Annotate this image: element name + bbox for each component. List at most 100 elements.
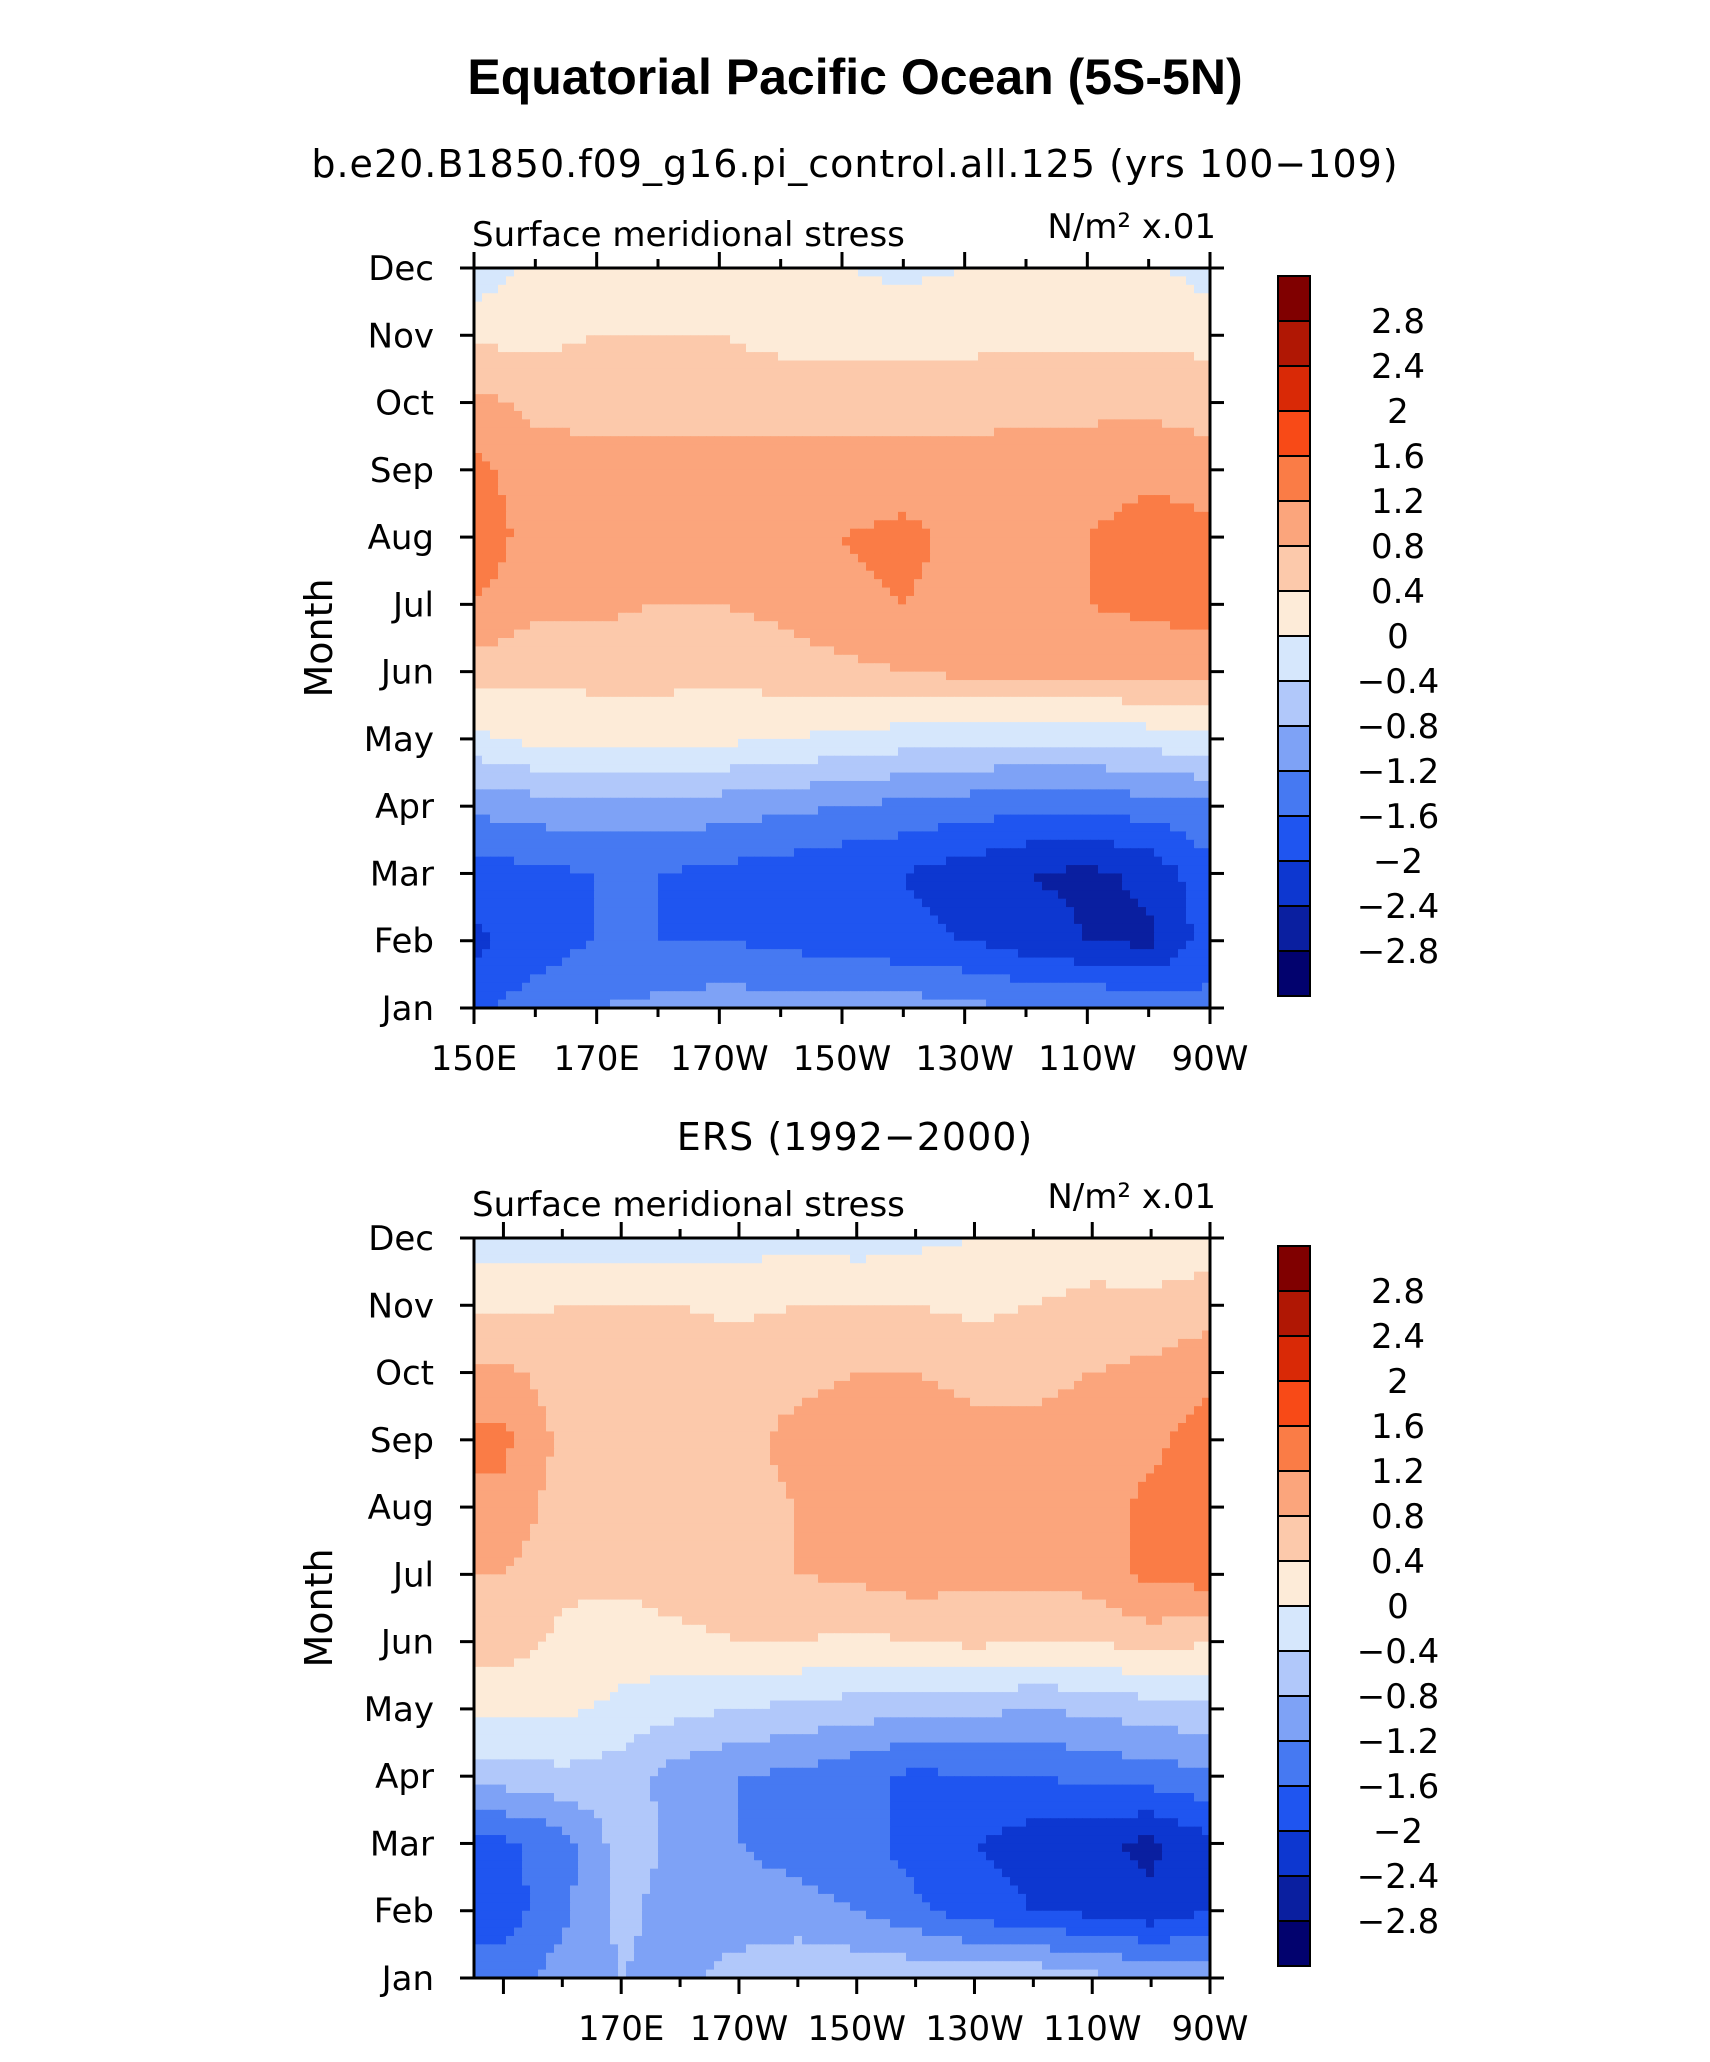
contour-cell xyxy=(1154,562,1163,572)
contour-cell xyxy=(618,368,627,378)
contour-cell xyxy=(738,368,747,378)
contour-cell xyxy=(1170,469,1179,479)
contour-cell xyxy=(914,621,923,631)
contour-cell xyxy=(586,377,595,387)
contour-cell xyxy=(794,293,803,303)
contour-cell xyxy=(706,705,715,715)
contour-cell xyxy=(650,419,659,429)
contour-cell xyxy=(938,352,947,362)
contour-cell xyxy=(754,394,763,404)
contour-cell xyxy=(650,394,659,404)
contour-cell xyxy=(1058,495,1067,505)
contour-cell xyxy=(1202,486,1211,496)
contour-cell xyxy=(474,638,483,648)
contour-cell xyxy=(1194,528,1203,538)
contour-cell xyxy=(730,511,739,521)
contour-cell xyxy=(1138,713,1147,723)
contour-cell xyxy=(970,646,979,656)
contour-cell xyxy=(1146,461,1155,471)
contour-cell xyxy=(1170,579,1179,589)
contour-cell xyxy=(514,444,523,454)
contour-cell xyxy=(946,621,955,631)
contour-cell xyxy=(802,503,811,513)
contour-cell xyxy=(1162,579,1171,589)
contour-cell xyxy=(818,318,827,328)
contour-cell xyxy=(914,595,923,605)
contour-cell xyxy=(1042,310,1051,320)
contour-cell xyxy=(1138,595,1147,605)
contour-cell xyxy=(498,587,507,597)
contour-cell xyxy=(658,335,667,345)
contour-cell xyxy=(730,427,739,437)
contour-cell xyxy=(1042,326,1051,336)
contour-cell xyxy=(530,419,539,429)
contour-cell xyxy=(994,688,1003,698)
contour-cell xyxy=(1106,688,1115,698)
contour-cell xyxy=(906,478,915,488)
contour-cell xyxy=(738,326,747,336)
contour-cell xyxy=(610,587,619,597)
contour-cell xyxy=(746,579,755,589)
contour-cell xyxy=(1074,444,1083,454)
contour-cell xyxy=(602,545,611,555)
contour-cell xyxy=(794,301,803,311)
contour-cell xyxy=(1178,402,1187,412)
contour-cell xyxy=(1082,335,1091,345)
contour-cell xyxy=(1146,696,1155,706)
contour-cell xyxy=(810,646,819,656)
contour-cell xyxy=(914,478,923,488)
contour-cell xyxy=(570,713,579,723)
contour-cell xyxy=(610,352,619,362)
contour-cell xyxy=(986,713,995,723)
contour-cell xyxy=(818,385,827,395)
contour-cell xyxy=(1026,579,1035,589)
contour-cell xyxy=(778,461,787,471)
contour-cell xyxy=(746,385,755,395)
contour-cell xyxy=(954,284,963,294)
contour-cell xyxy=(1194,410,1203,420)
contour-cell xyxy=(794,276,803,286)
contour-cell xyxy=(682,486,691,496)
contour-cell xyxy=(618,410,627,420)
contour-cell xyxy=(1050,427,1059,437)
contour-cell xyxy=(1002,604,1011,614)
contour-cell xyxy=(498,545,507,555)
contour-cell xyxy=(1050,402,1059,412)
contour-cell xyxy=(754,343,763,353)
contour-cell xyxy=(1066,511,1075,521)
contour-cell xyxy=(1034,360,1043,370)
contour-cell xyxy=(794,478,803,488)
contour-cell xyxy=(1122,595,1131,605)
contour-cell xyxy=(1186,385,1195,395)
contour-cell xyxy=(954,377,963,387)
contour-cell xyxy=(746,520,755,530)
contour-cell xyxy=(890,268,899,278)
contour-cell xyxy=(562,705,571,715)
contour-cell xyxy=(634,646,643,656)
contour-cell xyxy=(1202,368,1211,378)
contour-cell xyxy=(858,579,867,589)
contour-cell xyxy=(1018,444,1027,454)
contour-cell xyxy=(1042,343,1051,353)
contour-cell xyxy=(570,503,579,513)
contour-cell xyxy=(642,368,651,378)
contour-cell xyxy=(666,352,675,362)
contour-cell xyxy=(626,688,635,698)
contour-cell xyxy=(938,503,947,513)
contour-cell xyxy=(674,654,683,664)
contour-cell xyxy=(482,427,491,437)
contour-cell xyxy=(538,444,547,454)
contour-cell xyxy=(698,385,707,395)
contour-cell xyxy=(882,352,891,362)
contour-cell xyxy=(610,495,619,505)
contour-cell xyxy=(810,528,819,538)
contour-cell xyxy=(842,301,851,311)
contour-cell xyxy=(978,360,987,370)
contour-cell xyxy=(586,545,595,555)
contour-cell xyxy=(554,486,563,496)
contour-cell xyxy=(786,553,795,563)
contour-cell xyxy=(1138,293,1147,303)
contour-cell xyxy=(570,570,579,580)
contour-cell xyxy=(882,486,891,496)
contour-cell xyxy=(738,293,747,303)
